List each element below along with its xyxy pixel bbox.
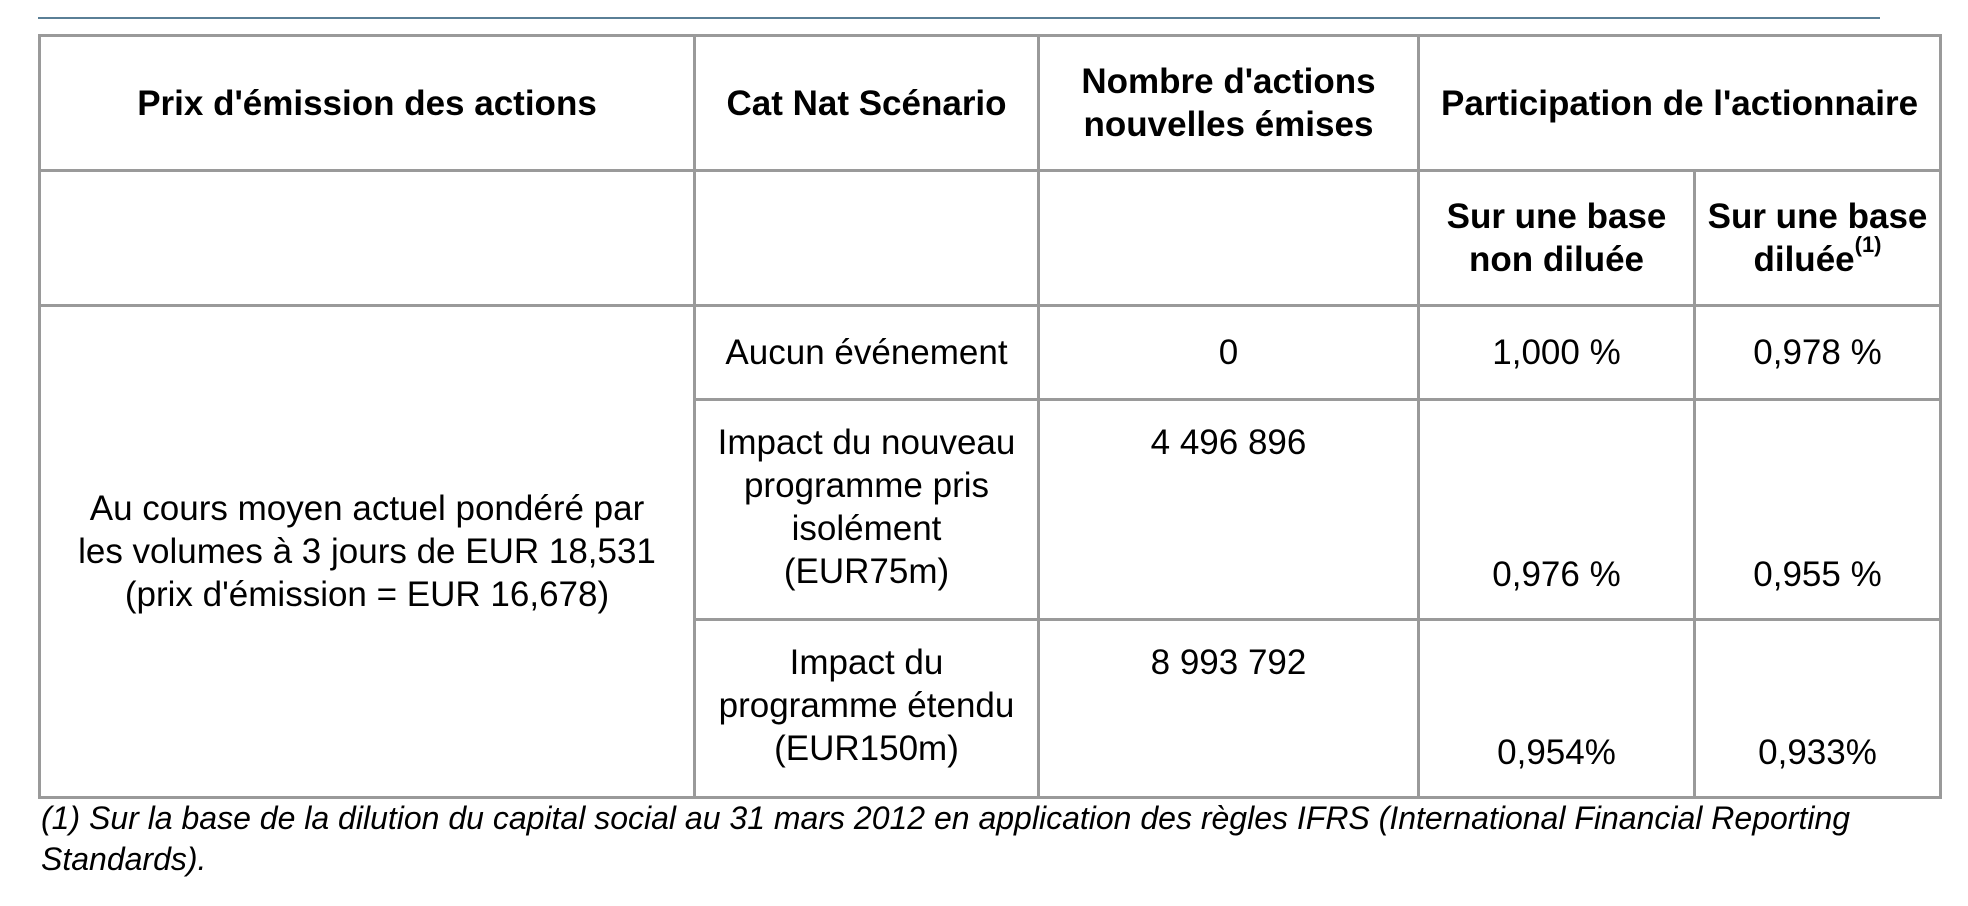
subheader-empty-3 [1037, 169, 1420, 307]
non-diluted-cell: 1,000 % [1417, 304, 1696, 401]
subheader-diluted: Sur une base diluée(1) [1692, 169, 1943, 307]
subheader-diluted-line1: Sur une base [1707, 197, 1928, 236]
diluted-cell: 0,978 % [1692, 304, 1943, 401]
share-dilution-table: Prix d'émission des actions Cat Nat Scén… [38, 34, 1943, 799]
diluted-cell: 0,933% [1692, 618, 1943, 799]
issue-price-line1: Au cours moyen actuel pondéré par [89, 489, 645, 528]
new-shares-cell: 8 993 792 [1037, 618, 1420, 799]
header-new-shares-line2: nouvelles émises [1083, 105, 1374, 144]
table-row: Au cours moyen actuel pondéré par les vo… [38, 304, 1943, 799]
top-divider-rule [38, 17, 1880, 19]
diluted-cell: 0,955 % [1692, 398, 1943, 621]
new-shares-cell: 0 [1037, 304, 1420, 401]
issue-price-line3: (prix d'émission = EUR 16,678) [124, 575, 610, 614]
scenario-line: (EUR75m) [783, 552, 950, 591]
issue-price-cell: Au cours moyen actuel pondéré par les vo… [38, 304, 696, 799]
footnote: (1) Sur la base de la dilution du capita… [41, 798, 1941, 880]
subheader-diluted-line2: diluée(1) [1700, 234, 1935, 281]
scenario-line: programme pris [743, 466, 990, 505]
header-row: Prix d'émission des actions Cat Nat Scén… [38, 34, 1943, 172]
scenario-line: (EUR150m) [774, 729, 959, 768]
scenario-line: programme étendu [718, 686, 1015, 725]
header-new-shares: Nombre d'actions nouvelles émises [1037, 34, 1420, 172]
header-issue-price: Prix d'émission des actions [38, 34, 696, 172]
footnote-line2: Standards). [41, 841, 207, 877]
table-row: Impact du programme étendu (EUR150m) 8 9… [40, 618, 1943, 799]
new-shares-cell: 4 496 896 [1037, 398, 1420, 621]
scenario-cell: Aucun événement [693, 304, 1040, 401]
scenario-line: isolément [791, 509, 942, 548]
scenario-cell: Impact du programme étendu (EUR150m) [693, 618, 1040, 799]
subheader-non-diluted-line1: Sur une base [1446, 197, 1667, 236]
scenario-line: Aucun événement [725, 333, 1008, 372]
header-new-shares-line1: Nombre d'actions [1081, 62, 1376, 101]
scenario-cell: Impact du nouveau programme pris isoléme… [693, 398, 1040, 621]
subheader-empty-1 [38, 169, 696, 307]
subheader-row: Sur une base non diluée Sur une base dil… [38, 169, 1943, 307]
subheader-diluted-word: diluée [1753, 240, 1855, 279]
scenario-line: Impact du nouveau [717, 423, 1016, 462]
non-diluted-cell: 0,954% [1417, 618, 1696, 799]
subheader-non-diluted: Sur une base non diluée [1417, 169, 1696, 307]
table-row: Impact du nouveau programme pris isoléme… [40, 398, 1943, 621]
footnote-line1: (1) Sur la base de la dilution du capita… [41, 800, 1851, 836]
scenario-line: Impact du [789, 643, 944, 682]
header-cat-nat-scenario: Cat Nat Scénario [693, 34, 1040, 172]
footnote-marker: (1) [1854, 232, 1882, 258]
subheader-non-diluted-line2: non diluée [1469, 240, 1644, 279]
header-shareholder-stake: Participation de l'actionnaire [1416, 34, 1943, 172]
non-diluted-cell: 0,976 % [1417, 398, 1696, 621]
issue-price-line2: les volumes à 3 jours de EUR 18,531 [78, 532, 656, 571]
subheader-empty-2 [693, 169, 1040, 307]
